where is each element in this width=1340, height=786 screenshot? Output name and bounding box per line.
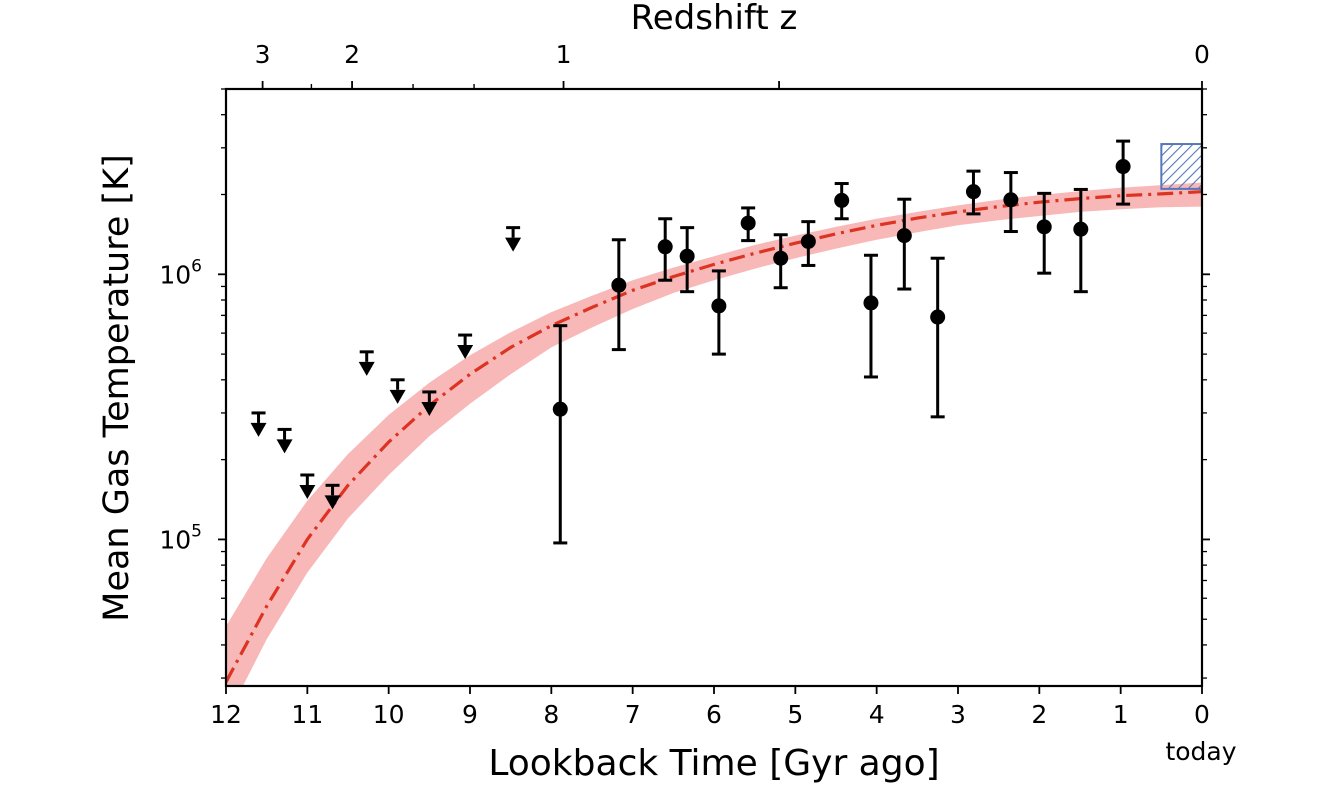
data-point [679, 248, 695, 264]
upper-limit-3 [299, 473, 316, 499]
x-tick-label: 1 [1113, 700, 1129, 729]
measurement-6 [740, 206, 756, 243]
measurement-8 [800, 220, 816, 267]
present-day-box [1160, 143, 1202, 190]
plot-frame [224, 87, 1204, 688]
data-point [930, 309, 946, 325]
upper-limit-4 [324, 483, 341, 510]
down-arrow-icon [421, 401, 438, 416]
x-tick-label: 12 [210, 700, 242, 729]
upper-limit-2 [276, 427, 293, 454]
y-tick-label: 105 [159, 521, 202, 554]
measurement-17 [1115, 139, 1131, 206]
y-tick-exponent: 5 [191, 521, 202, 541]
measurement-7 [773, 233, 789, 290]
top-axis-title: Redshift z [631, 0, 798, 38]
model-uncertainty-band [226, 182, 1202, 686]
down-arrow-icon [358, 361, 375, 376]
y-axis-title: Mean Gas Temperature [K] [97, 154, 137, 622]
y-tick-label: 106 [159, 256, 202, 289]
upper-limit-5 [358, 350, 375, 376]
top-tick-label: 2 [344, 40, 360, 69]
down-arrow-icon [324, 495, 341, 510]
x-tick-label: 9 [462, 700, 478, 729]
data-point [657, 239, 673, 255]
measurement-16 [1073, 187, 1089, 294]
data-point [965, 184, 981, 200]
x-tick-label: 3 [950, 700, 966, 729]
measurement-12 [930, 256, 946, 419]
x-tick-label: 11 [291, 700, 323, 729]
y-tick-exponent: 6 [191, 256, 202, 276]
data-point [740, 215, 756, 231]
data-point [800, 233, 816, 249]
measurement-10 [863, 253, 879, 379]
down-arrow-icon [389, 389, 406, 404]
data-point [711, 298, 727, 314]
today-label: today [1165, 737, 1236, 766]
axes-frame [224, 87, 1204, 688]
x-tick-label: 2 [1031, 700, 1047, 729]
data-point [896, 228, 912, 244]
upper-limit-6 [389, 378, 406, 404]
data-point [1003, 192, 1019, 208]
data-point [834, 192, 850, 208]
measurement-11 [896, 197, 912, 291]
measurement-2 [611, 238, 627, 352]
measurement-4 [679, 226, 695, 294]
x-tick-label: 4 [869, 700, 885, 729]
measurement-3 [657, 217, 673, 282]
measurement-13 [965, 169, 981, 216]
x-tick-label: 0 [1194, 700, 1210, 729]
data-point [552, 401, 568, 417]
data-point [773, 250, 789, 266]
x-tick-label: 10 [373, 700, 405, 729]
down-arrow-icon [457, 345, 474, 360]
measurement-1 [552, 324, 568, 545]
data-point [1036, 219, 1052, 235]
measurement-9 [834, 182, 850, 221]
x-tick-label: 8 [543, 700, 559, 729]
measurement-15 [1036, 191, 1052, 275]
data-point [863, 295, 879, 311]
plot-area [226, 139, 1202, 686]
down-arrow-icon [276, 439, 293, 454]
top-tick-label: 3 [255, 40, 271, 69]
data-point [1073, 221, 1089, 237]
measurement-14 [1003, 171, 1019, 234]
upper-limit-1 [250, 411, 267, 437]
down-arrow-icon [299, 484, 316, 499]
upper-limit-7 [421, 390, 438, 416]
model-curve [226, 190, 1202, 683]
top-tick-label: 0 [1194, 40, 1210, 69]
measurement-5 [711, 269, 727, 356]
top-tick-label: 1 [556, 40, 572, 69]
upper-limit-9 [505, 226, 522, 252]
x-tick-label: 7 [625, 700, 641, 729]
down-arrow-icon [505, 237, 522, 252]
data-point [611, 277, 627, 293]
x-tick-label: 5 [787, 700, 803, 729]
x-tick-label: 6 [706, 700, 722, 729]
down-arrow-icon [250, 422, 267, 437]
upper-limit-8 [457, 333, 474, 360]
x-axis-title: Lookback Time [Gyr ago] [488, 743, 939, 784]
data-point [1115, 159, 1131, 175]
